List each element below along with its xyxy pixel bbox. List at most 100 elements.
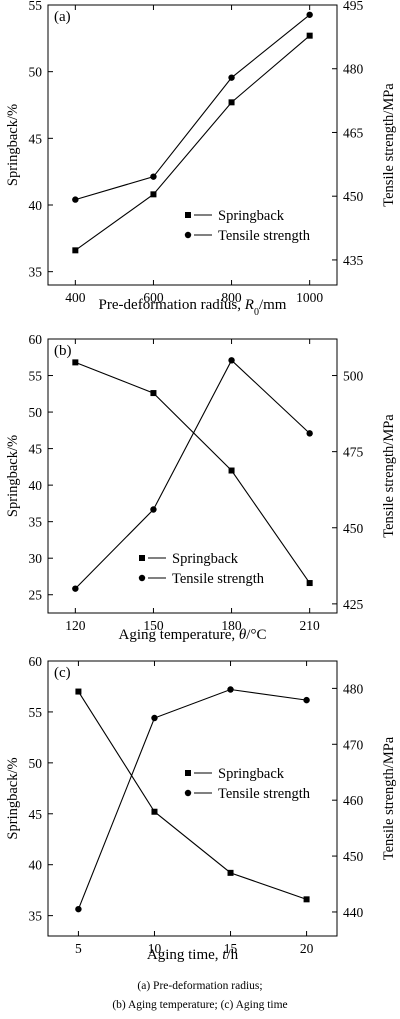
point-tensile-strength <box>228 74 235 81</box>
y-left-tick-label: 35 <box>29 265 43 280</box>
legend-label-springback: Springback <box>218 208 285 224</box>
x-tick-label: 20 <box>300 941 314 956</box>
point-springback <box>150 390 157 397</box>
point-springback <box>306 32 313 39</box>
y-right-axis-title: Tensile strength/MPa <box>381 414 397 538</box>
point-tensile-strength <box>75 905 82 913</box>
y-right-tick-label: 450 <box>343 849 364 864</box>
y-right-axis-title: Tensile strength/MPa <box>381 736 397 860</box>
y-left-tick-label: 30 <box>29 551 43 566</box>
x-tick-label: 150 <box>143 618 164 633</box>
point-tensile-strength <box>150 506 157 513</box>
y-left-tick-label: 55 <box>29 369 43 384</box>
y-left-tick-label: 35 <box>29 515 43 530</box>
point-tensile-strength <box>306 11 313 18</box>
legend-label-tensile-strength: Tensile strength <box>218 786 311 802</box>
y-left-tick-label: 55 <box>29 0 43 13</box>
plot-frame <box>47 660 338 937</box>
y-right-tick-label: 440 <box>343 905 364 920</box>
point-tensile-strength <box>303 696 310 704</box>
y-left-tick-label: 60 <box>29 655 43 669</box>
legend-marker-tensile-strength <box>184 789 192 797</box>
figure-caption-line-2: (b) Aging temperature; (c) Aging time <box>112 999 288 1011</box>
legend-marker-springback <box>139 555 145 561</box>
y-right-tick-label: 475 <box>343 445 364 460</box>
y-left-tick-label: 50 <box>29 405 43 420</box>
point-tensile-strength <box>228 357 235 364</box>
x-tick-label: 800 <box>221 290 242 305</box>
point-springback <box>228 467 235 474</box>
x-tick-label: 400 <box>65 290 86 305</box>
y-right-tick-label: 480 <box>343 681 364 696</box>
y-left-tick-label: 50 <box>29 756 43 771</box>
y-right-tick-label: 500 <box>343 369 364 384</box>
y-right-tick-label: 460 <box>343 793 364 808</box>
y-left-tick-label: 40 <box>29 198 43 213</box>
point-tensile-strength <box>72 585 79 592</box>
y-right-tick-label: 450 <box>343 521 364 536</box>
point-springback <box>150 191 157 198</box>
x-tick-label: 210 <box>300 618 321 633</box>
x-axis-title: Aging time, t/h <box>147 947 239 963</box>
panel-label: (c) <box>54 665 71 681</box>
point-tensile-strength <box>150 173 157 180</box>
x-tick-label: 15 <box>224 941 238 956</box>
y-right-axis-title: Tensile strength/MPa <box>381 83 397 207</box>
chart-panel-c: (c) 5 10 15 20 35 40 45 50 55 60 440 450 460 470 480 Spr… <box>5 655 397 963</box>
point-springback <box>75 688 82 695</box>
y-right-tick-label: 425 <box>343 597 364 612</box>
y-right-tick-label: 470 <box>343 737 364 752</box>
series-line-tensile-strength <box>74 359 311 590</box>
legend-marker-springback <box>185 770 191 776</box>
x-tick-label: 120 <box>65 618 86 633</box>
point-springback <box>72 247 79 254</box>
legend-label-tensile-strength: Tensile strength <box>172 571 265 587</box>
x-tick-label: 10 <box>148 941 162 956</box>
series-line-tensile-strength <box>77 688 307 910</box>
legend-label-springback: Springback <box>172 551 239 567</box>
y-right-tick-label: 465 <box>343 125 364 140</box>
point-springback <box>303 896 310 903</box>
figure-caption-line-1: (a) Pre-deformation radius; <box>137 980 263 992</box>
y-left-tick-label: 45 <box>29 442 43 457</box>
x-axis-title: Aging temperature, θ/°C <box>119 627 267 643</box>
point-tensile-strength <box>306 430 313 437</box>
point-springback <box>72 359 79 366</box>
y-right-tick-label: 435 <box>343 253 364 268</box>
point-springback <box>228 99 235 106</box>
plot-frame <box>47 4 338 286</box>
y-left-tick-label: 40 <box>29 858 43 873</box>
y-left-tick-label: 35 <box>29 909 43 924</box>
y-right-tick-label: 495 <box>343 0 364 13</box>
y-left-tick-label: 60 <box>29 332 43 347</box>
panel-label: (b) <box>54 343 72 359</box>
legend-label-tensile-strength: Tensile strength <box>218 228 311 244</box>
y-left-tick-label: 25 <box>29 588 43 603</box>
y-left-tick-label: 50 <box>29 65 43 80</box>
point-tensile-strength <box>72 196 79 203</box>
y-left-axis-title: Springback/% <box>5 104 21 186</box>
legend-label-springback: Springback <box>218 766 285 782</box>
point-tensile-strength <box>151 714 158 722</box>
x-tick-label: 5 <box>75 941 82 956</box>
y-left-tick-label: 40 <box>29 478 43 493</box>
panel-label: (a) <box>54 9 71 25</box>
chart-panel-a: (a) 400 600 800 1000 35 40 45 50 55 435 450 465 480 49… <box>5 0 397 318</box>
plot-frame <box>47 338 338 614</box>
legend-marker-tensile-strength <box>184 231 192 239</box>
point-tensile-strength <box>227 686 234 693</box>
point-springback <box>151 808 158 815</box>
y-right-tick-label: 450 <box>343 189 364 204</box>
point-springback <box>306 580 313 587</box>
y-left-tick-label: 45 <box>29 807 43 822</box>
point-springback <box>227 869 234 876</box>
x-tick-label: 1000 <box>296 290 323 305</box>
y-left-axis-title: Springback/% <box>5 435 21 517</box>
legend-marker-tensile-strength <box>138 574 146 582</box>
y-left-tick-label: 45 <box>29 131 43 146</box>
series-line-springback <box>77 691 307 900</box>
y-right-tick-label: 480 <box>343 62 364 77</box>
x-tick-label: 180 <box>221 618 242 633</box>
series-line-springback <box>75 35 311 251</box>
chart-panel-b: (b) 120 150 180 210 25 30 35 40 45 50 55 60 425 450 475… <box>5 332 397 643</box>
